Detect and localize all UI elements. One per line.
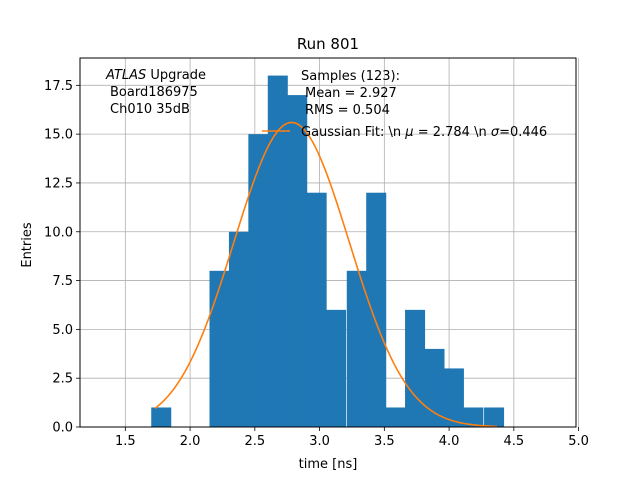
y-tick-label: 5.0 [52,323,73,338]
histogram-bar [484,407,505,427]
chart-title: Run 801 [297,35,359,53]
axis-ticks: 1.5 2.0 2.5 3.0 3.5 4.0 4.5 5.0 0.0 2.5 5.0 7.5 10.0… [44,79,589,449]
y-tick-label: 10.0 [44,225,73,240]
rms-label: RMS = 0.504 [305,103,390,118]
histogram-bar [151,407,172,427]
histogram-bar [443,368,464,427]
channel-label: Ch010 35dB [110,102,190,117]
fit-prefix: Gaussian Fit: \n [301,125,405,140]
info-annotation-left: ATLAS Upgrade Board186975 Ch010 35dB [105,68,206,117]
y-tick-label: 7.5 [52,274,73,289]
gaussian-fit-label: Gaussian Fit: \n μ = 2.784 \n σ=0.446 [301,125,547,140]
histogram-bar [405,309,426,427]
fit-mu-value: = 2.784 \n [414,125,491,140]
y-axis-label: Entries [20,222,35,268]
atlas-rest: Upgrade [146,68,206,83]
histogram-bars [151,75,505,428]
info-annotation-right: Samples (123): Mean = 2.927 RMS = 0.504 … [301,69,547,140]
histogram-bar [366,192,387,427]
x-tick-label: 1.5 [115,434,136,449]
histogram-bar [228,231,249,427]
histogram-bar [424,348,445,427]
x-tick-label: 4.5 [503,434,524,449]
x-tick-label: 5.0 [568,434,589,449]
x-tick-label: 4.0 [439,434,460,449]
histogram-bar [287,95,308,427]
gaussian-fit-curve [154,121,498,428]
gaussian-fit-line [154,121,498,428]
mean-label: Mean = 2.927 [305,86,397,101]
fit-sigma-value: =0.446 [499,125,547,140]
x-tick-label: 3.0 [309,434,330,449]
x-tick-label: 2.5 [244,434,265,449]
histogram-bar [385,407,406,427]
y-tick-label: 12.5 [44,176,73,191]
fit-sigma-symbol: σ [491,125,500,140]
histogram-bar [267,75,288,428]
x-axis-label: time [ns] [299,457,358,472]
x-tick-label: 3.5 [374,434,395,449]
y-tick-label: 15.0 [44,128,73,143]
board-label: Board186975 [110,85,198,100]
histogram-bar [326,309,347,427]
y-tick-label: 17.5 [44,79,73,94]
y-tick-label: 2.5 [52,372,73,387]
histogram-bar [346,270,367,427]
atlas-italic: ATLAS [105,68,146,83]
atlas-label: ATLAS Upgrade [105,68,206,83]
plot-frame [79,57,577,428]
histogram-bar [463,407,484,427]
fit-mu-symbol: μ [404,125,413,140]
samples-label: Samples (123): [301,69,400,84]
histogram-bar [306,192,327,427]
y-tick-label: 0.0 [52,421,73,436]
x-tick-label: 2.0 [180,434,201,449]
histogram-bar [209,270,230,427]
histogram-bar [248,134,269,427]
